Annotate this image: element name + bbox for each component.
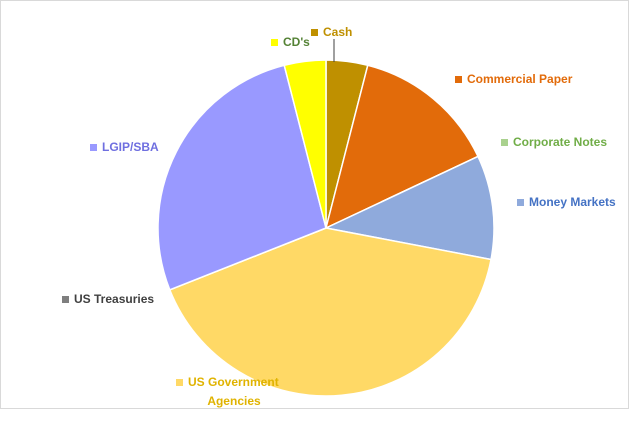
pie-slice [324, 64, 480, 230]
legend-swatch [311, 29, 318, 36]
data-label: Commercial Paper [467, 72, 573, 86]
legend-swatch [517, 199, 524, 206]
legend-swatch [62, 296, 69, 303]
legend-swatch [501, 139, 508, 146]
legend-swatch [455, 76, 462, 83]
data-label: CD's [283, 35, 310, 49]
pie-slice [168, 227, 492, 397]
chart-border [0, 0, 629, 409]
data-label: Corporate Notes [513, 135, 607, 149]
data-label-line: Agencies [207, 394, 261, 408]
data-label: US Treasuries [74, 292, 154, 306]
data-label: US Government Agencies [188, 375, 279, 408]
data-label: LGIP/SBA [102, 140, 159, 154]
legend-swatch [90, 144, 97, 151]
data-label-line: US Government [188, 375, 279, 389]
legend-swatch [271, 39, 278, 46]
data-label: Money Markets [529, 195, 616, 209]
data-label: Cash [323, 25, 352, 39]
pie-slice [283, 59, 327, 229]
pie-slice [323, 155, 495, 261]
legend-swatch [176, 379, 183, 386]
pie-slice [157, 64, 327, 291]
